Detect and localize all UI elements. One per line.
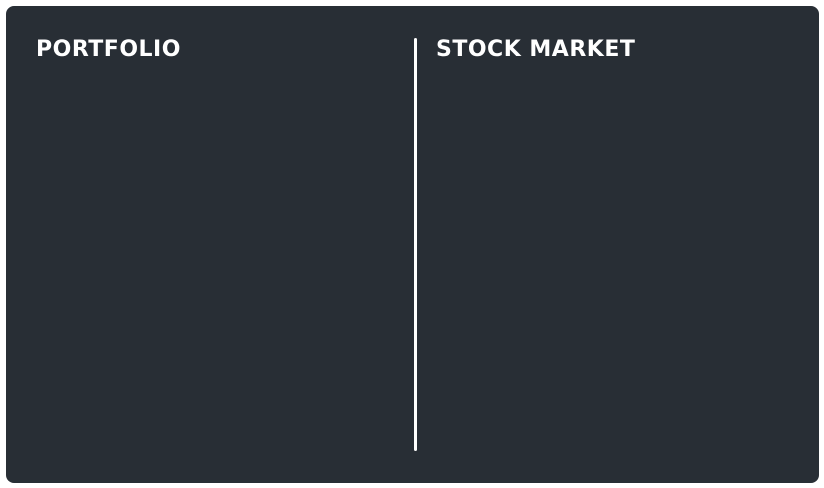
column-divider: [414, 38, 417, 451]
dashboard-panel: PORTFOLIO STOCK MARKET: [6, 6, 819, 483]
stock-market-title: STOCK MARKET: [436, 37, 636, 62]
portfolio-content-area: [36, 78, 406, 450]
stock-market-content-area: [436, 78, 796, 450]
portfolio-title: PORTFOLIO: [36, 37, 181, 62]
